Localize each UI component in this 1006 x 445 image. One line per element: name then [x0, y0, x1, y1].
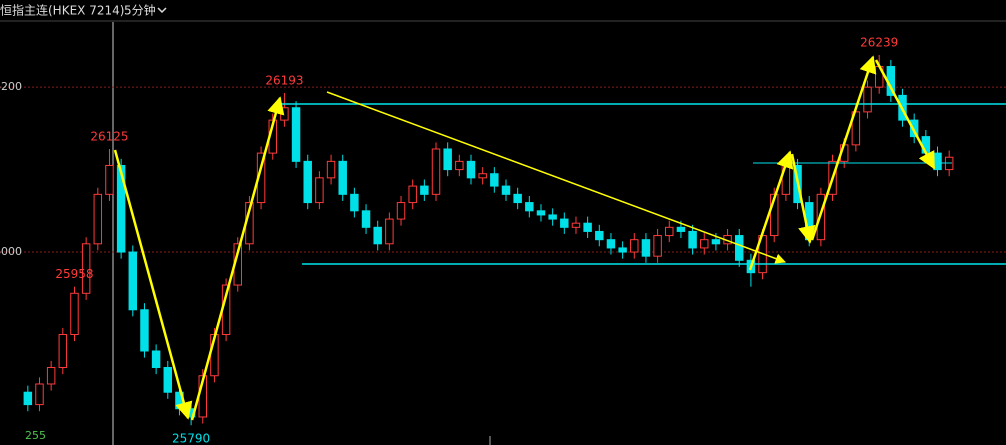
candle-body: [291, 107, 301, 162]
candle-body: [618, 247, 627, 253]
candle-body: [81, 243, 91, 294]
candle-body: [769, 193, 779, 237]
candle-body: [373, 226, 382, 245]
arrow: [874, 59, 936, 170]
candle-body: [513, 193, 522, 204]
price-annotation: 26125: [90, 129, 128, 143]
candle-body: [350, 193, 359, 212]
candle-body: [361, 210, 371, 228]
price-annotation: 26193: [265, 73, 303, 87]
arrow: [810, 55, 877, 241]
plot: 26000 26200: [0, 54, 1006, 426]
candle-body: [455, 160, 464, 171]
candle-body: [711, 239, 721, 245]
candle-body: [665, 226, 674, 237]
candle-body: [105, 164, 114, 195]
header-title: 恒指主连(HKEX 7214): [0, 3, 124, 18]
arrow: [790, 153, 816, 244]
candle-body: [688, 230, 697, 249]
price-annotation: 25958: [55, 267, 93, 281]
candle-body: [385, 218, 394, 245]
candle-body: [548, 214, 557, 220]
candle-body: [595, 230, 604, 241]
candle-body: [571, 222, 581, 228]
candle-body: [23, 391, 33, 406]
candle-body: [863, 86, 872, 113]
candle-body: [443, 148, 452, 171]
candle-body: [396, 202, 406, 220]
trend-arrows: [113, 55, 936, 421]
candle-body: [525, 202, 534, 212]
candle-body: [560, 218, 569, 228]
candle-body: [700, 239, 709, 249]
candle-body: [151, 350, 161, 368]
candle-body: [46, 366, 56, 385]
candle-body: [140, 309, 149, 352]
candle-body: [58, 334, 68, 368]
arrow: [190, 96, 285, 421]
candle-body: [676, 226, 686, 232]
candle-body: [735, 235, 744, 261]
corner-label: 255: [25, 429, 46, 442]
candle-body: [630, 239, 639, 253]
candle-body: [583, 222, 592, 232]
candle-body: [536, 210, 546, 216]
arrow: [113, 149, 193, 420]
y-tick-label: 26000: [0, 245, 22, 258]
y-tick-label: 26200: [0, 80, 22, 93]
candle-body: [163, 366, 173, 393]
candle-body: [303, 160, 312, 204]
candle-body: [128, 251, 138, 311]
candle-body: [909, 119, 919, 138]
period-chevron[interactable]: [157, 7, 167, 14]
candle-body: [315, 177, 324, 204]
arrow: [748, 150, 794, 271]
candle-body: [116, 164, 126, 253]
candle-body: [93, 193, 103, 245]
candle-body: [280, 107, 289, 121]
candle-body: [478, 173, 487, 179]
price-annotation: 26239: [860, 35, 898, 49]
candle-body: [70, 292, 79, 336]
candle-body: [501, 185, 511, 195]
candle-body: [431, 148, 441, 195]
candle-body: [490, 173, 499, 187]
candle-body: [466, 160, 476, 179]
candle-body: [641, 239, 651, 257]
candle-body: [606, 239, 616, 249]
price-annotation: 25790: [172, 432, 210, 445]
period-selector[interactable]: 5分钟: [124, 3, 156, 18]
candle-body: [653, 235, 662, 257]
candle-body: [326, 160, 336, 179]
candle-body: [408, 185, 417, 204]
candle-body: [35, 383, 44, 406]
candle-body: [338, 160, 347, 195]
arrow: [326, 91, 786, 264]
candle-body: [420, 185, 429, 195]
